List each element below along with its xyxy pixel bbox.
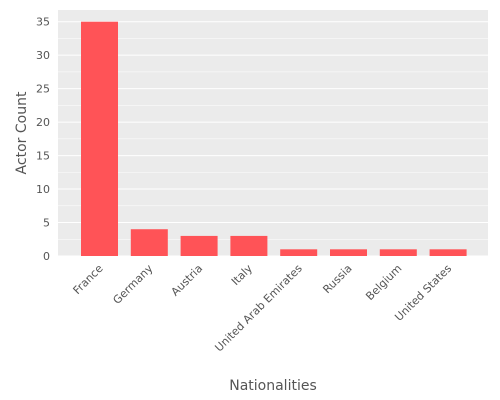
y-tick-labels: 0 5 10 15 20 25 30 35 (36, 16, 50, 263)
x-tick-label: United Arab Emirates (212, 262, 305, 355)
x-tick-label: Austria (169, 262, 206, 299)
bar-germany (130, 229, 168, 256)
y-tick-label: 20 (36, 116, 50, 129)
x-tick-label: Italy (229, 262, 255, 288)
bar-russia (330, 249, 367, 256)
bar-united-arab-emirates (280, 249, 318, 256)
x-tick-label: Germany (110, 262, 155, 307)
bar-italy (230, 235, 268, 256)
bar-austria (180, 235, 218, 256)
x-axis-title: Nationalities (229, 378, 317, 394)
grid-lines (58, 21, 488, 257)
y-tick-label: 35 (36, 16, 50, 29)
bar-belgium (379, 249, 417, 256)
x-tick-label: Russia (320, 262, 354, 296)
bars (81, 21, 467, 257)
y-tick-label: 15 (36, 150, 50, 163)
x-tick-label: Belgium (363, 262, 404, 303)
y-axis-title: Actor Count (14, 91, 30, 174)
y-tick-label: 30 (36, 49, 50, 62)
y-tick-label: 25 (36, 83, 50, 96)
plot-background (58, 10, 488, 256)
y-tick-label: 10 (36, 183, 50, 196)
y-tick-label: 0 (43, 250, 50, 263)
x-tick-label: France (71, 262, 106, 297)
y-tick-label: 5 (43, 217, 50, 230)
bar-france (81, 21, 118, 257)
bar-united-states (429, 249, 467, 256)
